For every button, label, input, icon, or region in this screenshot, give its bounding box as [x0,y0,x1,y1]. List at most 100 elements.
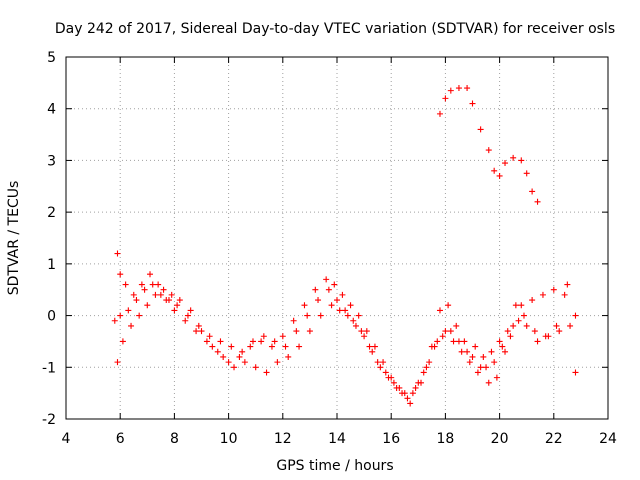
data-point [236,353,243,360]
data-point [306,328,313,335]
data-point [469,353,476,360]
data-point [529,297,536,304]
data-point [455,338,462,345]
data-point [147,271,154,278]
data-point [450,338,457,345]
data-point [464,85,471,92]
data-point [225,359,232,366]
data-point [241,359,248,366]
data-point [436,110,443,117]
x-tick-label: 22 [545,431,563,447]
data-point [385,374,392,381]
y-tick-label: -2 [42,412,56,428]
data-point [252,364,259,371]
data-point [344,312,351,319]
data-point [293,328,300,335]
data-point [466,359,473,366]
data-point [393,384,400,391]
data-point [371,343,378,350]
x-tick-labels: 4 6 8 10 12 14 16 18 20 22 24 [62,431,617,447]
x-tick-label: 4 [62,431,71,447]
data-point [363,328,370,335]
x-tick-label: 8 [170,431,179,447]
y-tick-label: 3 [47,153,56,169]
data-point [369,348,376,355]
y-tick-label: 0 [47,309,56,325]
data-point [358,328,365,335]
data-point [423,364,430,371]
data-point [485,147,492,154]
data-point [249,338,256,345]
data-point [472,343,479,350]
data-point [130,291,137,298]
data-point [195,322,202,329]
data-point [141,286,148,293]
tick-layer [65,56,609,420]
data-point [496,338,503,345]
series-trace-c [114,286,574,397]
data-point [328,302,335,309]
data-point [274,359,281,366]
data-point [377,364,384,371]
data-point [561,291,568,298]
data-point [315,297,322,304]
data-point [502,160,509,167]
data-point [499,343,506,350]
data-point [442,95,449,102]
data-point [111,317,118,324]
data-point [418,379,425,386]
data-point [117,312,124,319]
y-tick-label: 2 [47,205,56,221]
data-point [168,291,175,298]
data-point [331,281,338,288]
data-point [474,369,481,376]
y-tick-label: 4 [47,102,56,118]
data-point [534,338,541,345]
data-point [119,338,126,345]
data-point [268,343,275,350]
data-point [412,384,419,391]
data-point [496,172,503,179]
data-point [206,333,213,340]
data-point [247,343,254,350]
x-tick-label: 14 [328,431,346,447]
data-point [182,317,189,324]
data-point [220,353,227,360]
data-point [510,154,517,161]
grid-layer [66,57,608,419]
data-point [258,338,265,345]
data-point [152,291,159,298]
data-point [374,359,381,366]
data-point [534,198,541,205]
data-point [114,359,121,366]
data-point [144,302,151,309]
x-tick-label: 12 [274,431,292,447]
data-point [122,281,129,288]
data-point [279,333,286,340]
data-point [366,343,373,350]
data-point [174,302,181,309]
data-point [469,100,476,107]
data-point [155,281,162,288]
data-point [263,369,270,376]
data-point [334,297,340,304]
data-point [149,281,156,288]
data-point [483,364,490,371]
data-point [203,338,210,345]
data-point [282,343,289,350]
data-point [518,302,525,309]
data-point [420,369,427,376]
data-point [426,359,433,366]
data-point [390,379,397,386]
data-point [477,126,484,133]
data-point [407,400,414,407]
data-point [380,359,387,366]
data-point [285,353,292,360]
data-point [228,343,235,350]
data-point [434,338,441,345]
data-point [458,348,465,355]
data-point [523,322,530,329]
data-point [520,312,527,319]
data-point [133,297,140,304]
data-point [296,343,303,350]
